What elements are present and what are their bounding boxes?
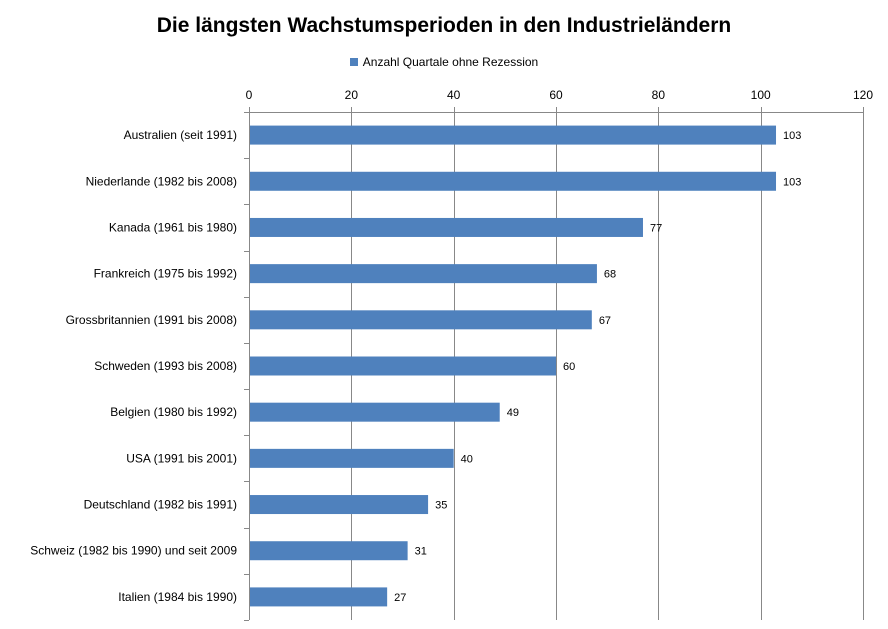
x-tick-label: 100 (751, 88, 771, 102)
data-label: 31 (415, 546, 427, 558)
category-label: Grossbritannien (1991 bis 2008) (66, 313, 237, 327)
data-label: 40 (461, 453, 473, 465)
data-label: 103 (783, 176, 801, 188)
bar (249, 264, 597, 284)
category-label: Schweden (1993 bis 2008) (94, 359, 237, 373)
category-label: Frankreich (1975 bis 1992) (94, 267, 237, 281)
category-label: USA (1991 bis 2001) (126, 451, 237, 465)
legend: Anzahl Quartale ohne Rezession (0, 55, 888, 69)
x-tick-label: 20 (345, 88, 359, 102)
legend-swatch (349, 58, 358, 66)
category-label: Belgien (1980 bis 1992) (110, 405, 237, 419)
data-label: 60 (563, 361, 575, 373)
category-label: Schweiz (1982 bis 1990) und seit 2009 (30, 544, 237, 558)
category-label: Kanada (1961 bis 1980) (109, 220, 237, 234)
bar (249, 310, 592, 330)
category-label: Niederlande (1982 bis 2008) (86, 174, 237, 188)
bar (249, 125, 777, 145)
x-tick-label: 40 (447, 88, 461, 102)
bar (249, 448, 454, 468)
bar (249, 541, 408, 561)
x-tick-label: 0 (246, 88, 253, 102)
bar (249, 217, 643, 237)
data-label: 27 (394, 592, 406, 604)
bar (249, 587, 388, 607)
category-label: Deutschland (1982 bis 1991) (84, 498, 237, 512)
category-label: Italien (1984 bis 1990) (118, 590, 237, 604)
data-label: 49 (507, 407, 519, 419)
x-tick-label: 120 (853, 88, 873, 102)
category-label: Australien (seit 1991) (124, 128, 237, 142)
data-label: 35 (435, 500, 447, 512)
chart-title: Die längsten Wachstumsperioden in den In… (156, 14, 732, 37)
bar (249, 495, 429, 515)
bar (249, 356, 556, 376)
data-label: 68 (604, 269, 616, 281)
data-label: 103 (783, 130, 801, 142)
legend-label: Anzahl Quartale ohne Rezession (362, 55, 539, 69)
x-tick-label: 60 (549, 88, 563, 102)
bar (249, 171, 777, 191)
x-tick-label: 80 (652, 88, 666, 102)
data-label: 77 (650, 222, 662, 234)
bar (249, 402, 500, 422)
data-label: 67 (599, 315, 611, 327)
